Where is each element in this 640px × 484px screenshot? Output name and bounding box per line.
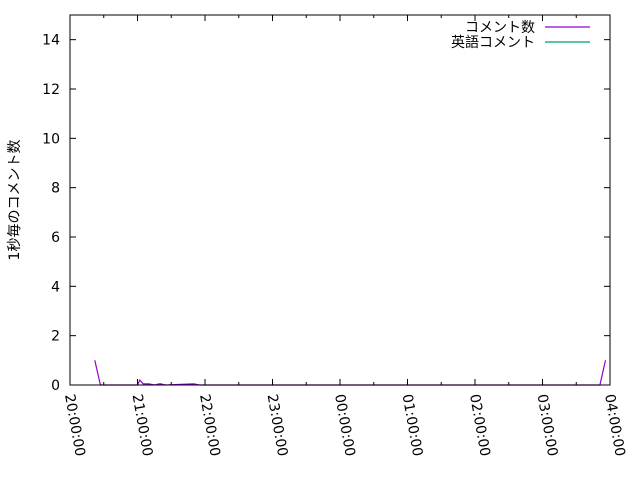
x-tick-label: 03:00:00 [534,393,561,458]
chart-marks [94,360,607,386]
x-tick-label: 00:00:00 [331,393,358,458]
y-tick-label: 14 [42,33,60,49]
y-tick-label: 6 [51,230,60,246]
x-tick-label: 02:00:00 [466,393,493,458]
x-tick-label: 01:00:00 [399,393,426,458]
x-tick-label: 23:00:00 [264,393,291,458]
y-tick-label: 2 [51,329,60,345]
y-tick-label: 10 [42,131,60,147]
legend-label: コメント数 [465,20,535,36]
x-axis: 20:00:00 21:00:00 22:00:00 23:00:00 00:00:00… [61,15,628,458]
x-tick-label: 22:00:00 [196,393,223,458]
y-tick-label: 4 [51,279,60,295]
x-tick-label: 20:00:00 [61,393,88,458]
legend-label: 英語コメント [451,34,535,51]
y-axis: 0 2 4 6 8 10 12 14 [42,33,610,394]
series-line [94,360,607,386]
y-axis-label: 1秒毎のコメント数 [7,140,23,261]
y-tick-label: 8 [51,181,60,197]
x-tick-label: 04:00:00 [601,393,628,458]
plot-frame [69,14,611,386]
x-tick-label: 21:00:00 [129,393,156,458]
y-tick-label: 12 [42,82,60,98]
y-tick-label: 0 [51,378,60,394]
